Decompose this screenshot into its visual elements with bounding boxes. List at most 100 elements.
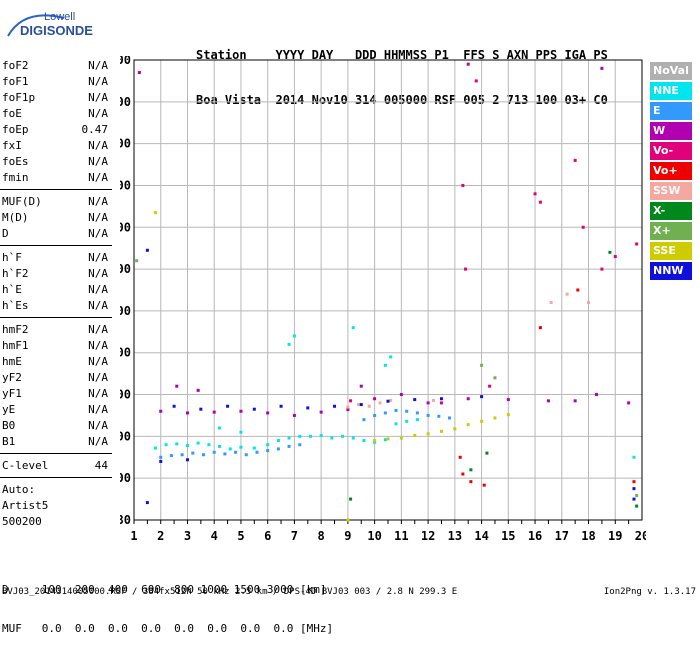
data-point xyxy=(613,255,617,259)
data-point xyxy=(474,79,478,83)
legend-item: NNE xyxy=(650,82,692,100)
data-point xyxy=(458,455,462,459)
data-point xyxy=(159,455,163,459)
data-point xyxy=(538,326,542,330)
auto-label: Auto: xyxy=(2,483,36,496)
data-point xyxy=(175,442,179,446)
data-point xyxy=(587,301,591,305)
data-point xyxy=(244,453,248,457)
data-point xyxy=(394,422,398,426)
data-point xyxy=(399,393,403,397)
param-value: N/A xyxy=(88,75,108,88)
data-point xyxy=(437,414,441,418)
data-point xyxy=(506,413,510,417)
x-tick-label: 2 xyxy=(157,529,164,543)
param-value: N/A xyxy=(88,355,108,368)
param-value: 44 xyxy=(94,459,108,472)
param-row: foE N/A xyxy=(0,106,112,122)
version-label: Ion2Png v. 1.3.17 xyxy=(603,587,696,597)
data-point xyxy=(333,404,337,408)
data-point xyxy=(461,472,465,476)
data-point xyxy=(464,267,468,271)
param-row: hmF2 N/A xyxy=(0,322,112,338)
param-row: hmE N/A xyxy=(0,354,112,370)
param-key: h`E xyxy=(2,283,22,296)
data-point xyxy=(378,401,382,405)
param-row-clevel: C-level 44 xyxy=(0,458,112,474)
x-tick-label: 12 xyxy=(421,529,435,543)
x-tick-label: 16 xyxy=(528,529,542,543)
logo-line1: Lowell xyxy=(44,11,75,23)
data-point xyxy=(549,301,553,305)
divider xyxy=(0,245,112,246)
data-point xyxy=(389,398,393,402)
param-group-profile: hmF2 N/A hmF1 N/A hmE N/A yF2 N/A yF1 N/A yE N/A B0 N… xyxy=(0,322,112,450)
data-point xyxy=(153,446,157,450)
data-point xyxy=(439,397,443,401)
x-tick-label: 3 xyxy=(184,529,191,543)
data-point xyxy=(426,432,430,436)
data-point xyxy=(252,446,256,450)
data-point xyxy=(383,411,387,415)
data-point xyxy=(632,497,636,501)
data-point xyxy=(627,401,631,405)
data-point xyxy=(635,494,639,498)
data-point xyxy=(573,158,577,162)
header-labels: Station YYYY DAY DDD HHMMSS P1 FFS S AXN… xyxy=(196,48,608,62)
data-point xyxy=(239,445,243,449)
data-point xyxy=(292,334,296,338)
data-point xyxy=(431,398,435,402)
data-point xyxy=(349,497,353,501)
data-point xyxy=(276,439,280,443)
data-point xyxy=(239,430,243,434)
header-values: Boa Vista 2014 Nov10 314 005000 RSF 005 … xyxy=(196,93,608,107)
data-point xyxy=(469,480,473,484)
data-point xyxy=(164,443,168,447)
data-point xyxy=(212,450,216,454)
param-value: N/A xyxy=(88,419,108,432)
param-row: h`Es N/A xyxy=(0,298,112,314)
data-point xyxy=(228,447,232,451)
param-value: N/A xyxy=(88,283,108,296)
station-header: Station YYYY DAY DDD HHMMSS P1 FFS S AXN… xyxy=(196,18,608,123)
data-point xyxy=(415,411,419,415)
data-point xyxy=(357,403,361,407)
param-value: N/A xyxy=(88,227,108,240)
legend-item: Vo- xyxy=(650,142,692,160)
legend-item: Vo+ xyxy=(650,162,692,180)
data-point xyxy=(546,399,550,403)
legend-item: NoVal xyxy=(650,62,692,80)
y-tick-label: 1100 xyxy=(120,95,131,109)
data-point xyxy=(359,384,363,388)
data-point xyxy=(135,259,139,263)
data-point xyxy=(298,434,302,438)
data-point xyxy=(488,384,492,388)
data-point xyxy=(351,326,355,330)
data-point xyxy=(175,384,179,388)
data-point xyxy=(239,409,243,413)
param-row: MUF(D) N/A xyxy=(0,194,112,210)
data-point xyxy=(287,342,291,346)
legend-item: E xyxy=(650,102,692,120)
data-point xyxy=(493,376,497,380)
data-point xyxy=(386,399,390,403)
x-tick-label: 5 xyxy=(237,529,244,543)
data-point xyxy=(266,443,270,447)
data-point xyxy=(466,423,470,427)
data-point xyxy=(538,200,542,204)
param-value: N/A xyxy=(88,107,108,120)
data-point xyxy=(207,443,211,447)
data-point xyxy=(351,436,355,440)
data-point xyxy=(367,404,371,408)
param-value: N/A xyxy=(88,91,108,104)
param-key: M(D) xyxy=(2,211,29,224)
data-point xyxy=(426,413,430,417)
param-value: N/A xyxy=(88,403,108,416)
param-key: h`F2 xyxy=(2,267,29,280)
legend-item: SSE xyxy=(650,242,692,260)
param-key: foEp xyxy=(2,123,29,136)
data-point xyxy=(466,62,470,66)
data-point xyxy=(493,416,497,420)
data-point xyxy=(533,192,537,196)
param-key: C-level xyxy=(2,459,49,472)
